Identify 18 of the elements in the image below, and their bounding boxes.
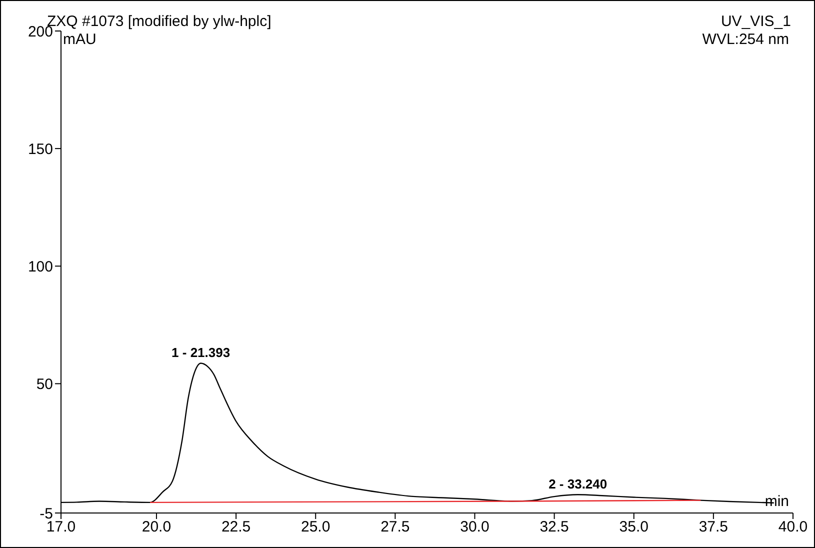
x-tick-label: 32.5 — [540, 518, 569, 536]
y-axis-title: mAU — [63, 31, 96, 48]
y-tick-label: 100 — [28, 258, 53, 276]
x-tick-label: 30.0 — [460, 518, 490, 536]
x-axis-title: min — [764, 493, 789, 510]
x-tick-label: 27.5 — [380, 518, 410, 536]
x-tick-label: 25.0 — [301, 518, 330, 536]
x-tick-label: 20.0 — [142, 518, 172, 536]
annotation: WVL:254 nm — [702, 31, 789, 48]
x-tick-label: 40.0 — [778, 518, 808, 536]
y-tick-label: 150 — [28, 140, 53, 158]
x-tick-label: 37.5 — [698, 518, 728, 536]
annotation: 2 - 33.240 — [548, 476, 608, 492]
y-tick-label: 50 — [36, 376, 53, 394]
x-tick-label: 22.5 — [221, 518, 251, 536]
chart-subtitle: UV_VIS_1 — [720, 13, 791, 30]
x-tick-label: 35.0 — [619, 518, 648, 536]
annotation: 1 - 21.393 — [172, 345, 230, 360]
